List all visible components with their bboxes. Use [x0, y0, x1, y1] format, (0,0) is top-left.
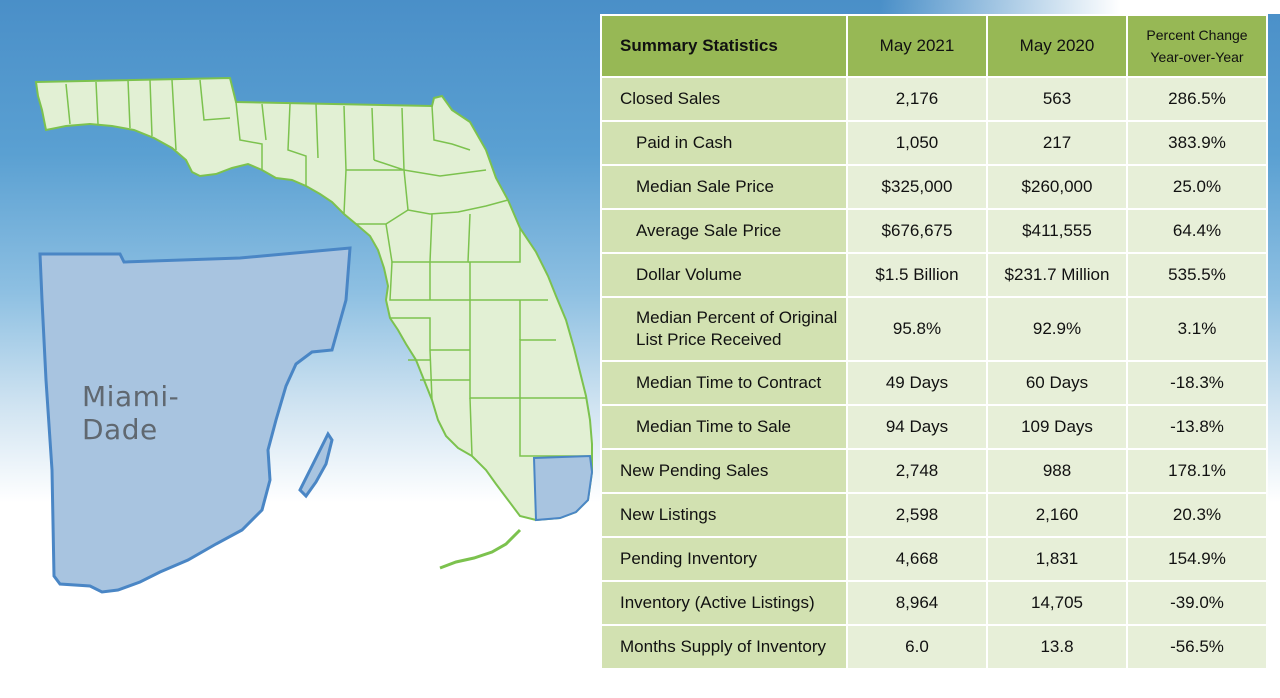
row-change: 383.9%	[1128, 122, 1266, 164]
row-change: -39.0%	[1128, 582, 1266, 624]
row-may-2021: 2,598	[848, 494, 986, 536]
row-change: 20.3%	[1128, 494, 1266, 536]
table-row: Median Sale Price $325,000 $260,000 25.0…	[602, 166, 1266, 208]
header-title: Summary Statistics	[602, 16, 846, 76]
row-label: New Pending Sales	[602, 450, 846, 492]
row-may-2020: $260,000	[988, 166, 1126, 208]
miami-dade-island	[298, 431, 334, 499]
row-label: Dollar Volume	[602, 254, 846, 296]
table-row: Dollar Volume $1.5 Billion $231.7 Millio…	[602, 254, 1266, 296]
table-row: New Listings 2,598 2,160 20.3%	[602, 494, 1266, 536]
row-label: Median Time to Contract	[602, 362, 846, 404]
row-change: -56.5%	[1128, 626, 1266, 668]
row-may-2021: 4,668	[848, 538, 986, 580]
row-label: New Listings	[602, 494, 846, 536]
row-may-2020: 988	[988, 450, 1126, 492]
header-may-2020: May 2020	[988, 16, 1126, 76]
row-change: 154.9%	[1128, 538, 1266, 580]
table-row: Closed Sales 2,176 563 286.5%	[602, 78, 1266, 120]
miami-dade-state-highlight	[532, 454, 594, 522]
row-may-2021: 2,748	[848, 450, 986, 492]
table-row: Inventory (Active Listings) 8,964 14,705…	[602, 582, 1266, 624]
table-row: Median Percent of Original List Price Re…	[602, 298, 1266, 360]
row-label: Inventory (Active Listings)	[602, 582, 846, 624]
row-label: Pending Inventory	[602, 538, 846, 580]
table-row: Average Sale Price $676,675 $411,555 64.…	[602, 210, 1266, 252]
table-row: Months Supply of Inventory 6.0 13.8 -56.…	[602, 626, 1266, 668]
row-may-2021: 2,176	[848, 78, 986, 120]
background-fade	[880, 0, 1280, 14]
row-may-2021: 1,050	[848, 122, 986, 164]
row-may-2020: 60 Days	[988, 362, 1126, 404]
row-change: -13.8%	[1128, 406, 1266, 448]
row-change: 286.5%	[1128, 78, 1266, 120]
table-row: Pending Inventory 4,668 1,831 154.9%	[602, 538, 1266, 580]
row-label: Median Sale Price	[602, 166, 846, 208]
row-may-2021: $676,675	[848, 210, 986, 252]
row-may-2020: 13.8	[988, 626, 1126, 668]
table-row: Paid in Cash 1,050 217 383.9%	[602, 122, 1266, 164]
row-may-2020: 1,831	[988, 538, 1126, 580]
row-label: Paid in Cash	[602, 122, 846, 164]
row-may-2020: 109 Days	[988, 406, 1126, 448]
row-change: -18.3%	[1128, 362, 1266, 404]
row-may-2021: 49 Days	[848, 362, 986, 404]
row-may-2021: $325,000	[848, 166, 986, 208]
miami-dade-label: Miami-Dade	[82, 380, 180, 446]
row-label: Average Sale Price	[602, 210, 846, 252]
table-row: Median Time to Contract 49 Days 60 Days …	[602, 362, 1266, 404]
row-may-2020: 217	[988, 122, 1126, 164]
row-may-2021: 8,964	[848, 582, 986, 624]
row-may-2020: $231.7 Million	[988, 254, 1126, 296]
table-header-row: Summary Statistics May 2021 May 2020 Per…	[602, 16, 1266, 76]
row-may-2020: $411,555	[988, 210, 1126, 252]
row-may-2021: 94 Days	[848, 406, 986, 448]
table-row: Median Time to Sale 94 Days 109 Days -13…	[602, 406, 1266, 448]
county-lines	[65, 79, 590, 457]
row-may-2021: $1.5 Billion	[848, 254, 986, 296]
row-may-2020: 92.9%	[988, 298, 1126, 360]
florida-keys	[439, 528, 522, 570]
header-may-2021: May 2021	[848, 16, 986, 76]
miami-dade-enlarged	[38, 246, 352, 594]
table-row: New Pending Sales 2,748 988 178.1%	[602, 450, 1266, 492]
row-may-2021: 95.8%	[848, 298, 986, 360]
row-label: Median Time to Sale	[602, 406, 846, 448]
row-change: 3.1%	[1128, 298, 1266, 360]
row-label: Median Percent of Original List Price Re…	[602, 298, 846, 360]
row-label: Closed Sales	[602, 78, 846, 120]
row-may-2021: 6.0	[848, 626, 986, 668]
header-percent-change: Percent Change Year-over-Year	[1128, 16, 1266, 76]
row-change: 535.5%	[1128, 254, 1266, 296]
row-change: 178.1%	[1128, 450, 1266, 492]
row-label: Months Supply of Inventory	[602, 626, 846, 668]
row-may-2020: 14,705	[988, 582, 1126, 624]
row-change: 64.4%	[1128, 210, 1266, 252]
summary-statistics-table: Summary Statistics May 2021 May 2020 Per…	[600, 14, 1268, 670]
row-change: 25.0%	[1128, 166, 1266, 208]
florida-map	[34, 76, 594, 594]
row-may-2020: 2,160	[988, 494, 1126, 536]
row-may-2020: 563	[988, 78, 1126, 120]
